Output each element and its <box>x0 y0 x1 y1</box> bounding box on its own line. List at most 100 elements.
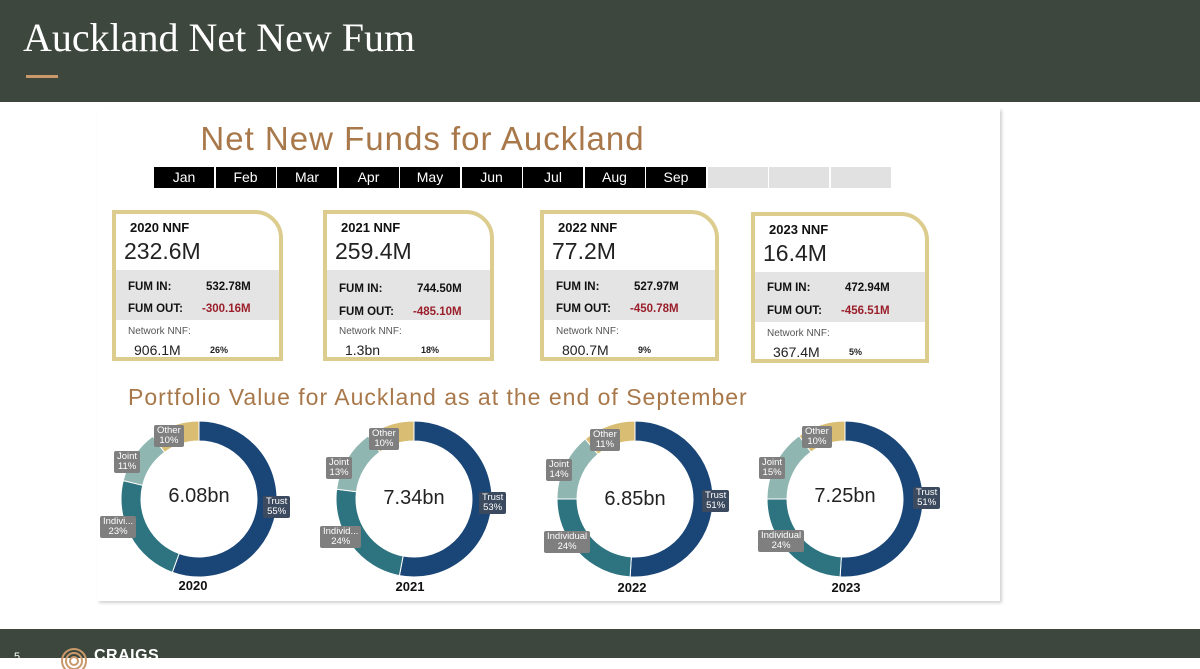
network-nnf-value: 1.3bn <box>345 342 381 358</box>
card-fum-band <box>755 272 925 322</box>
network-nnf-pct: 5% <box>849 347 863 357</box>
fum-in-row: FUM IN: 472.94M <box>767 282 890 294</box>
donut-total: 6.08bn <box>168 485 230 507</box>
fum-in-label: FUM IN: <box>556 281 600 293</box>
nnf-title: Net New Funds for Auckland <box>200 120 645 157</box>
month-button-jun[interactable]: Jun <box>461 167 522 188</box>
segment-label-individual: Indivi... 23% <box>100 516 137 538</box>
donut-segment-trust <box>171 421 278 577</box>
month-button-jul[interactable]: Jul <box>523 167 583 188</box>
segment-label-trust: Trust 55% <box>263 496 291 518</box>
card-title: 2020 NNF <box>130 220 190 235</box>
fum-in-row: FUM IN: 744.50M <box>339 283 462 295</box>
network-nnf-label: Network NNF: <box>556 326 619 337</box>
network-nnf-label: Network NNF: <box>339 326 402 337</box>
segment-label-individual: Individ... 24% <box>320 526 362 548</box>
fum-in-label: FUM IN: <box>767 282 811 294</box>
segment-label-joint: Joint 15% <box>759 457 786 479</box>
fum-in-row: FUM IN: 532.78M <box>128 281 251 293</box>
nnf-card-2020: 2020 NNF 232.6M FUM IN: 532.78M FUM OUT: -… <box>112 210 283 361</box>
slide-title: Auckland Net New Fum <box>23 15 416 60</box>
card-fum-band <box>116 270 279 320</box>
network-nnf-value: 906.1M <box>134 342 181 358</box>
card-nnf-value: 16.4M <box>763 240 827 266</box>
donut-year-label: 2022 <box>617 580 647 595</box>
month-button-empty[interactable] <box>707 167 768 188</box>
month-button-empty[interactable] <box>769 167 829 188</box>
month-button-jan[interactable]: Jan <box>154 167 214 188</box>
segment-label-individual: Individual 24% <box>758 530 805 552</box>
fum-out-value: -456.51M <box>841 305 890 317</box>
fum-in-label: FUM IN: <box>128 281 172 293</box>
segment-label-joint: Joint 13% <box>326 457 353 479</box>
network-nnf-value: 800.7M <box>562 342 609 358</box>
network-nnf-pct: 18% <box>421 345 440 355</box>
segment-label-other: Other 10% <box>802 426 832 448</box>
fum-out-label: FUM OUT: <box>556 303 611 315</box>
card-title: 2023 NNF <box>769 222 829 237</box>
title-underline <box>26 75 58 78</box>
nnf-card-2022: 2022 NNF 77.2M FUM IN: 527.97M FUM OUT: -4… <box>540 210 719 361</box>
card-fum-band <box>327 270 490 320</box>
fum-out-label: FUM OUT: <box>767 305 822 317</box>
nnf-card-2023: 2023 NNF 16.4M FUM IN: 472.94M FUM OUT: -4… <box>751 212 929 363</box>
nnf-card-2021: 2021 NNF 259.4M FUM IN: 744.50M FUM OUT: -… <box>323 210 494 361</box>
fum-in-value: 527.97M <box>634 281 679 293</box>
segment-label-trust: Trust 53% <box>479 492 507 514</box>
month-button-aug[interactable]: Aug <box>584 167 645 188</box>
portfolio-title: Portfolio Value for Auckland as at the e… <box>128 384 748 410</box>
fum-out-label: FUM OUT: <box>339 306 394 318</box>
fum-in-value: 472.94M <box>845 282 890 294</box>
fum-out-value: -300.16M <box>202 303 251 315</box>
segment-label-individual: Individual 24% <box>544 531 591 553</box>
network-nnf-value: 367.4M <box>773 344 820 360</box>
donut-total: 7.34bn <box>383 487 445 509</box>
segment-label-other: Other 10% <box>154 425 184 447</box>
card-nnf-value: 232.6M <box>124 238 201 264</box>
fum-out-value: -485.10M <box>413 306 462 318</box>
month-filter-bar: Jan Feb Mar Apr May Jun Jul Aug Sep <box>154 167 892 188</box>
donut-total: 6.85bn <box>604 488 666 510</box>
card-nnf-value: 77.2M <box>552 238 616 264</box>
segment-label-joint: Joint 11% <box>114 451 141 473</box>
month-button-mar[interactable]: Mar <box>277 167 337 188</box>
month-button-sep[interactable]: Sep <box>646 167 706 188</box>
fum-out-value: -450.78M <box>630 303 679 315</box>
donut-year-label: 2020 <box>178 578 208 593</box>
donut-year-label: 2023 <box>831 580 861 595</box>
fum-out-row: FUM OUT: -456.51M <box>767 305 890 317</box>
network-nnf-label: Network NNF: <box>767 328 830 339</box>
network-nnf-pct: 9% <box>638 345 652 355</box>
network-nnf-label: Network NNF: <box>128 326 191 337</box>
fum-out-row: FUM OUT: -450.78M <box>556 303 679 315</box>
slide-footer: 5 CRAIGS <box>0 629 1200 669</box>
network-nnf-pct: 26% <box>210 345 229 355</box>
craigs-logo-icon <box>61 648 87 669</box>
segment-label-other: Other 10% <box>369 428 399 450</box>
month-button-apr[interactable]: Apr <box>338 167 399 188</box>
segment-label-other: Other 11% <box>590 429 620 451</box>
fum-in-row: FUM IN: 527.97M <box>556 281 679 293</box>
fum-in-label: FUM IN: <box>339 283 383 295</box>
fum-in-value: 532.78M <box>206 281 251 293</box>
card-fum-band <box>544 270 715 320</box>
fum-out-row: FUM OUT: -300.16M <box>128 303 251 315</box>
month-button-feb[interactable]: Feb <box>215 167 276 188</box>
segment-label-joint: Joint 14% <box>546 459 573 481</box>
donut-year-label: 2021 <box>395 579 425 594</box>
fum-out-label: FUM OUT: <box>128 303 183 315</box>
fum-out-row: FUM OUT: -485.10M <box>339 306 462 318</box>
donut-segment-trust <box>398 421 493 577</box>
segment-label-trust: Trust 51% <box>913 487 941 509</box>
page-number: 5 <box>14 651 21 663</box>
card-title: 2022 NNF <box>558 220 618 235</box>
month-button-may[interactable]: May <box>400 167 460 188</box>
craigs-logo-text: CRAIGS <box>94 647 160 664</box>
fum-in-value: 744.50M <box>417 283 462 295</box>
segment-label-trust: Trust 51% <box>702 490 730 512</box>
slide-header: Auckland Net New Fum <box>0 0 1200 102</box>
donut-total: 7.25bn <box>814 485 876 507</box>
month-button-empty[interactable] <box>830 167 891 188</box>
card-title: 2021 NNF <box>341 220 401 235</box>
card-nnf-value: 259.4M <box>335 238 412 264</box>
